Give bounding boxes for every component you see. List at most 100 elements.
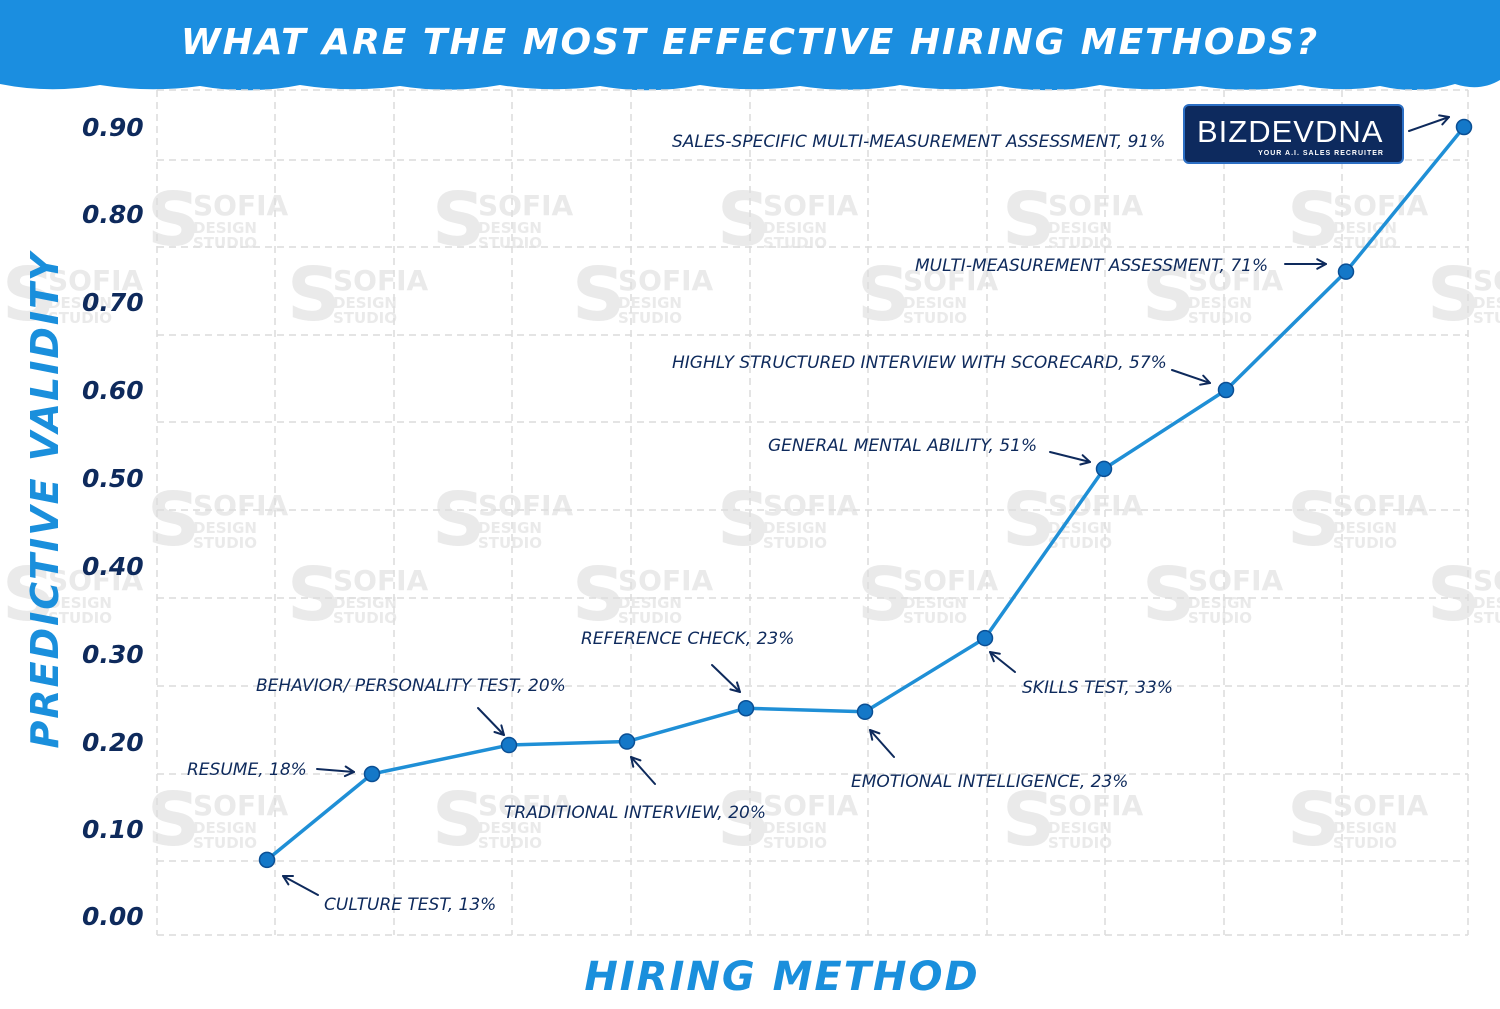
watermark-text: STUDIO <box>1048 834 1112 852</box>
watermark-text: STUDIO <box>193 534 257 552</box>
watermark-s-glyph: S <box>2 552 55 638</box>
watermark-s-glyph: S <box>1142 252 1195 338</box>
watermark-text: DESIGN <box>1473 294 1500 312</box>
data-point <box>363 765 381 783</box>
watermark-text: STUDIO <box>618 309 682 327</box>
annotation-arrow <box>630 756 656 785</box>
watermark-text: SOFIA <box>1188 264 1284 297</box>
y-tick-label: 0.80 <box>82 200 144 229</box>
watermark-text: DESIGN <box>1333 819 1397 837</box>
watermark-s-glyph: S <box>1287 177 1340 263</box>
annotation-arrow <box>711 664 741 693</box>
watermark-text: SOFIA <box>478 489 574 522</box>
watermark-s-glyph: S <box>1427 552 1480 638</box>
data-point <box>618 733 636 750</box>
watermark-text: SOFIA <box>618 264 714 297</box>
watermark-text: STUDIO <box>1333 834 1397 852</box>
watermark-s-glyph: S <box>2 252 55 338</box>
annotation-arrow <box>1049 451 1091 463</box>
watermark-text: STUDIO <box>1048 234 1112 252</box>
watermark-text: DESIGN <box>1188 294 1252 312</box>
watermark-s-glyph: S <box>717 177 770 263</box>
watermark-s-glyph: S <box>147 477 200 563</box>
data-point <box>737 699 755 717</box>
watermark-text: STUDIO <box>48 609 112 627</box>
watermark-s-glyph: S <box>1002 177 1055 263</box>
watermark-s-glyph: S <box>1287 477 1340 563</box>
watermark-text: SOFIA <box>1048 789 1144 822</box>
watermark-text: SOFIA <box>1333 789 1429 822</box>
watermark-s-glyph: S <box>572 552 625 638</box>
watermark-s-glyph: S <box>147 777 200 863</box>
annotation-arrowhead <box>1438 114 1450 126</box>
watermark-s-glyph: S <box>717 777 770 863</box>
y-tick-label: 0.70 <box>82 288 144 317</box>
watermark-s-glyph: S <box>1142 552 1195 638</box>
watermark-s-glyph: S <box>287 552 340 638</box>
x-axis-title: HIRING METHOD <box>584 954 979 1000</box>
watermark-s-glyph: S <box>857 252 910 338</box>
annotation-arrow <box>1171 369 1211 384</box>
data-label: GENERAL MENTAL ABILITY, 51% <box>768 436 1037 456</box>
chart-title: WHAT ARE THE MOST EFFECTIVE HIRING METHO… <box>180 22 1320 63</box>
watermark-text: STUDIO <box>193 234 257 252</box>
watermark-text: STUDIO <box>333 309 397 327</box>
annotation-arrowhead <box>1079 454 1091 466</box>
watermark-s-glyph: S <box>287 252 340 338</box>
watermark-text: STUDIO <box>193 834 257 852</box>
watermark-text: STUDIO <box>763 834 827 852</box>
data-point <box>976 629 994 647</box>
annotation-arrow <box>1408 116 1450 132</box>
watermark-s-glyph: S <box>1427 252 1480 338</box>
y-tick-label: 0.60 <box>82 376 144 405</box>
data-label: SKILLS TEST, 33% <box>1022 678 1173 698</box>
y-axis-title: PREDICTIVE VALIDITY <box>23 250 67 748</box>
watermark-text: DESIGN <box>763 219 827 237</box>
watermark-text: DESIGN <box>193 819 257 837</box>
data-point <box>1455 118 1473 136</box>
watermark-text: DESIGN <box>1048 819 1112 837</box>
data-label: EMOTIONAL INTELLIGENCE, 23% <box>851 772 1128 792</box>
data-label: SALES-SPECIFIC MULTI-MEASUREMENT ASSESSM… <box>672 132 1165 152</box>
watermark-text: DESIGN <box>1333 519 1397 537</box>
annotation-arrow <box>989 651 1016 673</box>
data-label: REFERENCE CHECK, 23% <box>581 629 794 649</box>
watermark-text: STUDIO <box>1473 309 1500 327</box>
watermark-text: DESIGN <box>193 519 257 537</box>
annotation-arrowhead <box>343 765 355 778</box>
watermark-text: SOFIA <box>1188 564 1284 597</box>
annotation-arrowhead <box>729 681 741 693</box>
watermark-text: STUDIO <box>48 309 112 327</box>
annotation-arrowhead <box>630 756 642 768</box>
watermark-text: SOFIA <box>763 789 859 822</box>
watermark-text: STUDIO <box>1048 534 1112 552</box>
annotation-arrow <box>282 875 319 896</box>
y-tick-label: 0.10 <box>82 815 144 844</box>
watermark-text: STUDIO <box>1333 534 1397 552</box>
watermark-s-glyph: S <box>572 252 625 338</box>
y-tick-label: 0.30 <box>82 640 144 669</box>
annotation-arrowhead <box>282 874 294 886</box>
annotation-arrowhead <box>869 729 881 741</box>
watermark-text: SOFIA <box>903 564 999 597</box>
watermark-text: DESIGN <box>1048 219 1112 237</box>
data-point <box>856 703 874 720</box>
watermark-text: DESIGN <box>478 219 542 237</box>
watermark-text: SOFIA <box>1333 489 1429 522</box>
